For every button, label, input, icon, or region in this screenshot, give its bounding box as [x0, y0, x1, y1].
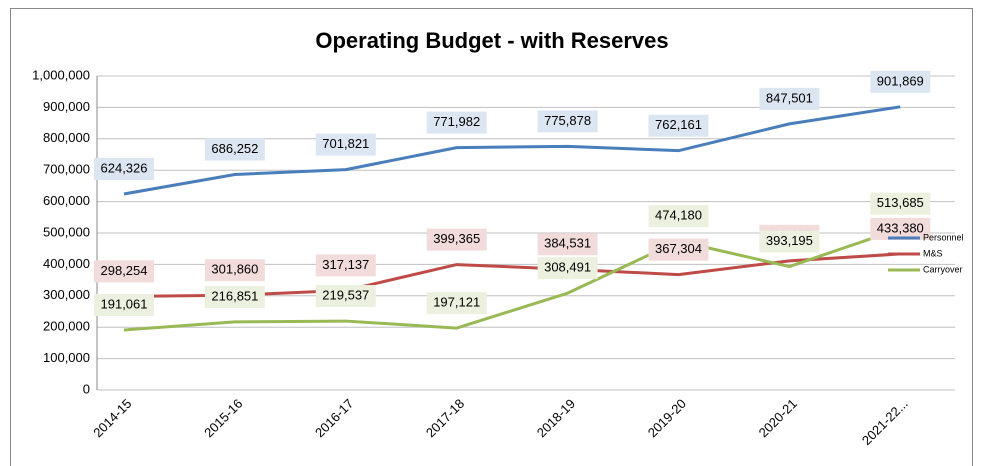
data-label-bg	[759, 87, 820, 110]
data-label: 298,254	[101, 263, 148, 278]
data-label: 317,137	[322, 257, 369, 272]
y-tick-label: 300,000	[43, 287, 90, 302]
data-label: 191,061	[101, 296, 148, 311]
y-tick-label: 0	[83, 381, 90, 396]
data-label: 901,869	[877, 73, 924, 88]
y-tick-label: 700,000	[43, 162, 90, 177]
data-label: 433,380	[877, 220, 924, 235]
data-label: 762,161	[655, 117, 702, 132]
data-label: 771,982	[433, 114, 480, 129]
data-label-bg	[426, 111, 487, 134]
data-label-bg	[870, 70, 931, 93]
data-label-bg	[648, 238, 709, 261]
legend-label: Personnel	[923, 232, 964, 242]
y-tick-label: 800,000	[43, 130, 90, 145]
data-label: 624,326	[101, 160, 148, 175]
data-label-bg	[537, 233, 598, 256]
data-label: 474,180	[655, 208, 702, 223]
data-label-bg	[204, 285, 265, 308]
data-label: 308,491	[544, 260, 591, 275]
data-label: 393,195	[766, 233, 813, 248]
chart-border	[10, 8, 973, 466]
data-label-bg	[94, 260, 154, 283]
y-tick-label: 400,000	[43, 256, 90, 271]
data-label-bg	[204, 259, 265, 282]
data-label: 301,860	[211, 262, 258, 277]
data-label-bg	[315, 133, 376, 156]
y-tick-label: 600,000	[43, 193, 90, 208]
legend-label: Carryover	[923, 264, 963, 274]
legend-label: M&S	[923, 248, 943, 258]
data-label-bg	[426, 228, 487, 251]
data-label-bg	[537, 257, 598, 280]
series-line	[123, 227, 901, 332]
y-tick-label: 100,000	[43, 350, 90, 365]
data-label: 197,121	[433, 295, 480, 310]
data-label-bg	[94, 157, 154, 180]
data-label-bg	[426, 292, 487, 315]
data-label-bg	[759, 230, 820, 253]
y-tick-label: 200,000	[43, 319, 90, 334]
data-label-bg	[537, 110, 598, 133]
data-label-bg	[648, 114, 709, 137]
data-label: 216,851	[211, 288, 258, 303]
data-label: 399,365	[433, 231, 480, 246]
data-label: 775,878	[544, 113, 591, 128]
data-label: 367,304	[655, 241, 702, 256]
data-label-bg	[315, 254, 376, 277]
data-label-bg	[870, 217, 931, 240]
data-label: 701,821	[322, 136, 369, 151]
y-tick-label: 500,000	[43, 224, 90, 239]
y-tick-label: 1,000,000	[32, 67, 90, 82]
y-tick-label: 900,000	[43, 99, 90, 114]
data-label: 219,537	[322, 288, 369, 303]
data-label-bg	[94, 294, 154, 317]
data-label-bg	[648, 205, 709, 228]
data-label: 686,252	[211, 141, 258, 156]
chart-title: Operating Budget - with Reserves	[315, 28, 668, 53]
data-label: 847,501	[766, 90, 813, 105]
data-label: 513,685	[877, 195, 924, 210]
series-line	[123, 105, 901, 196]
data-label-bg	[204, 138, 265, 161]
data-label-bg	[870, 192, 931, 215]
data-label: 384,531	[544, 236, 591, 251]
data-label-bg	[315, 285, 376, 308]
